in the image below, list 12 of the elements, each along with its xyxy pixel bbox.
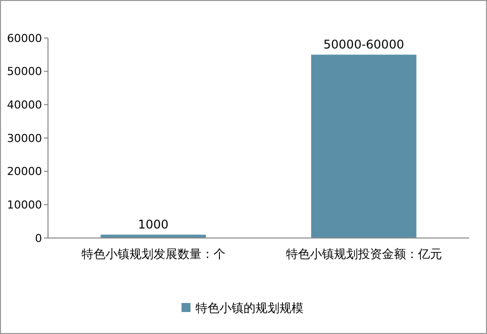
y-tick-label: 40000 xyxy=(7,98,42,112)
data-label: 50000-60000 xyxy=(323,38,404,52)
data-label: 1000 xyxy=(138,218,169,232)
y-tick-label: 60000 xyxy=(7,32,42,45)
x-tick-label: 特色小镇规划投资金额：亿元 xyxy=(286,247,442,261)
y-tick-label: 20000 xyxy=(7,165,42,178)
y-tick-label: 30000 xyxy=(7,132,42,145)
x-tick-label: 特色小镇规划发展数量：个 xyxy=(81,247,226,261)
legend-label: 特色小镇的规划规模 xyxy=(196,301,304,316)
y-tick-label: 50000 xyxy=(7,65,42,78)
y-tick-label: 0 xyxy=(35,232,42,245)
y-tick-label: 10000 xyxy=(7,198,42,212)
